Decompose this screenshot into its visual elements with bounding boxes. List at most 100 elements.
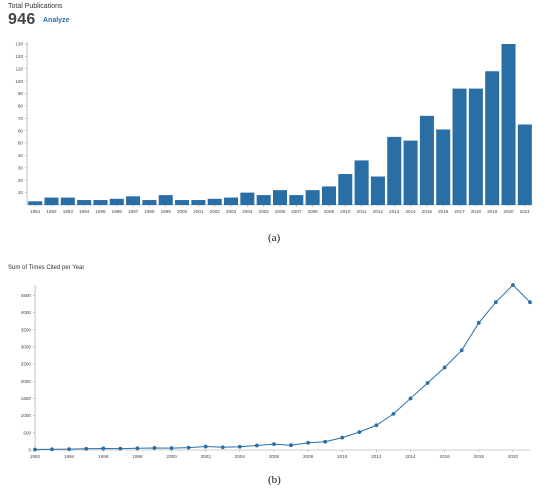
y-tick-label: 70 [18, 116, 24, 121]
y-tick-label: 60 [18, 128, 24, 133]
x-tick-label: 2011 [357, 209, 367, 214]
x-tick-label: 2012 [373, 209, 384, 214]
y-tick-label: 80 [18, 104, 24, 109]
bar [240, 192, 255, 205]
y-tick-label: 2000 [21, 379, 32, 384]
x-tick-label: 2020 [508, 454, 519, 459]
x-tick-label: 2014 [405, 454, 416, 459]
y-tick-label: 10 [18, 190, 24, 195]
bar [370, 176, 385, 205]
bar [403, 140, 418, 205]
x-tick-label: 2010 [340, 209, 351, 214]
publication-count: 946 [8, 11, 36, 28]
y-tick-label: 0 [28, 448, 31, 453]
y-tick-label: 3000 [21, 344, 32, 349]
x-tick-label: 2016 [440, 454, 451, 459]
bar [419, 115, 434, 205]
x-tick-label: 2002 [210, 209, 221, 214]
bar [517, 124, 532, 205]
bar [436, 129, 451, 205]
x-tick-label: 2018 [474, 454, 485, 459]
data-point [67, 447, 72, 452]
data-point [306, 440, 311, 445]
x-tick-label: 1998 [132, 454, 143, 459]
bar [207, 198, 222, 205]
x-tick-label: 1992 [30, 454, 41, 459]
y-tick-label: 100 [15, 79, 23, 84]
analyze-link[interactable]: Analyze [43, 17, 70, 24]
x-tick-label: 2017 [454, 209, 465, 214]
y-tick-label: 1000 [21, 413, 32, 418]
data-point [425, 381, 430, 385]
bar [175, 200, 190, 205]
data-point [169, 446, 174, 451]
x-tick-label: 2002 [201, 454, 212, 459]
series-line [34, 284, 531, 450]
y-tick-label: 30 [18, 165, 24, 170]
bar [158, 195, 173, 205]
bar [93, 200, 108, 205]
data-point [357, 430, 362, 435]
data-point [528, 300, 532, 305]
data-point [408, 396, 413, 401]
x-tick-label: 1992 [46, 209, 57, 214]
bar [338, 174, 353, 205]
x-tick-label: 2021 [520, 209, 531, 214]
x-tick-label: 2006 [269, 454, 280, 459]
data-point [391, 412, 396, 416]
bar [256, 195, 271, 205]
data-point [459, 348, 464, 353]
y-tick-label: 120 [15, 54, 23, 59]
bar [501, 44, 516, 205]
bar [109, 198, 124, 205]
panel-label-b: (b) [268, 474, 281, 486]
data-point [442, 365, 447, 370]
data-point [323, 439, 328, 444]
y-tick-label: 500 [23, 430, 31, 435]
data-point [511, 283, 515, 287]
x-tick-label: 2016 [438, 209, 449, 214]
publications-bar-chart: 10 20 30 40 50 60 70 80 90 100 110 120 130 1991 1992 19… [15, 42, 533, 214]
x-tick-label: 1999 [161, 209, 172, 214]
header-title: Total Publications [8, 3, 63, 10]
bar [354, 160, 369, 205]
y-tick-label: 50 [18, 141, 24, 146]
x-tick-label: 2000 [177, 209, 188, 214]
bar [224, 197, 239, 205]
x-tick-label: 2015 [422, 209, 433, 214]
data-point [493, 300, 498, 305]
y-tick-label: 1500 [21, 396, 32, 401]
data-point [84, 446, 89, 451]
data-point [135, 446, 140, 451]
x-tick-label: 2012 [371, 454, 382, 459]
x-tick-label: 1991 [30, 209, 41, 214]
x-tick-label: 2008 [303, 454, 314, 459]
y-tick-label: 110 [16, 66, 24, 71]
x-tick-label: 2013 [389, 209, 400, 214]
y-tick-label: 4500 [21, 293, 32, 298]
y-tick-label: 90 [18, 91, 24, 96]
bar [142, 200, 157, 205]
data-point [152, 446, 157, 450]
x-tick-label: 2000 [166, 454, 177, 459]
bar [305, 190, 320, 205]
x-tick-label: 2007 [291, 209, 302, 214]
x-tick-label: 1993 [63, 209, 74, 214]
data-point [476, 320, 481, 325]
bar [387, 136, 402, 205]
panel-label-a: (a) [268, 232, 281, 244]
data-point [340, 435, 345, 440]
citations-chart-title: Sum of Times Cited per Year [8, 265, 85, 271]
bar [289, 195, 304, 205]
data-point [237, 444, 242, 449]
data-point [289, 443, 293, 448]
data-point [101, 446, 106, 451]
y-tick-label: 130 [15, 42, 23, 47]
bar [60, 197, 75, 205]
data-point [50, 447, 54, 452]
x-tick-label: 2009 [324, 209, 335, 214]
data-point [33, 447, 37, 452]
x-tick-label: 2001 [193, 209, 204, 214]
bar [191, 200, 206, 205]
x-tick-label: 2006 [275, 209, 286, 214]
